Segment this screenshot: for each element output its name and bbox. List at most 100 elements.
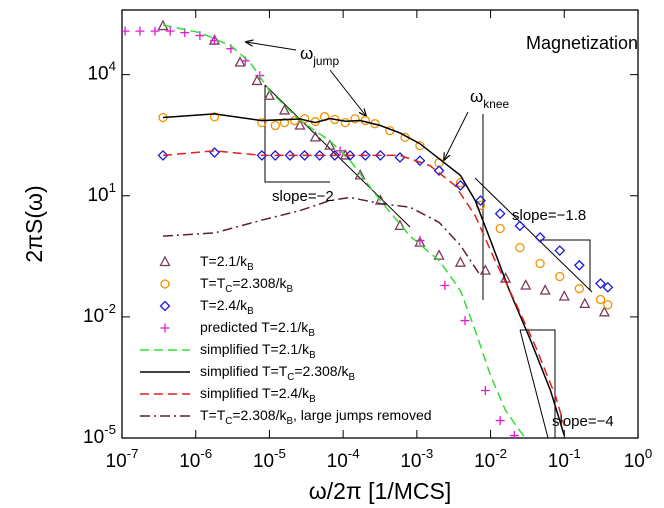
marker	[270, 120, 280, 131]
marker	[603, 300, 613, 310]
marker	[294, 119, 306, 130]
marker	[359, 149, 371, 161]
marker	[314, 149, 326, 161]
marker	[574, 284, 584, 294]
marker	[534, 232, 546, 243]
marker	[209, 112, 220, 122]
marker	[440, 280, 450, 290]
legend-label: T=2.4/kB	[200, 297, 254, 317]
marker	[480, 386, 490, 396]
marker	[256, 149, 268, 161]
marker	[269, 149, 281, 161]
marker	[350, 114, 360, 124]
marker	[460, 316, 470, 326]
marker	[495, 416, 505, 426]
x-tick-label: 10-1	[548, 446, 581, 472]
marker	[354, 169, 366, 180]
line	[162, 196, 482, 277]
slope-line	[474, 177, 593, 293]
marker	[595, 278, 606, 289]
marker	[433, 165, 445, 177]
slope-triangle	[520, 329, 556, 438]
marker	[455, 180, 466, 191]
x-tick-label: 100	[624, 446, 653, 472]
marker	[414, 155, 426, 167]
marker	[509, 431, 519, 438]
legend-label: simplified T=2.1/kB	[200, 341, 316, 361]
x-tick-label: 10-4	[327, 446, 360, 472]
annotation: slope=−4	[552, 413, 614, 430]
x-tick-label: 10-5	[253, 446, 286, 472]
marker	[234, 56, 246, 67]
marker	[555, 271, 565, 282]
marker	[495, 223, 505, 234]
marker	[394, 152, 406, 163]
arrow	[444, 111, 469, 160]
marker	[284, 149, 296, 161]
marker	[160, 279, 170, 289]
marker	[279, 117, 290, 128]
series-group	[122, 19, 614, 438]
marker	[514, 220, 526, 232]
marker	[598, 305, 610, 317]
x-tick-label: 10-2	[474, 446, 507, 472]
arrow	[246, 42, 297, 51]
marker	[535, 258, 545, 269]
arrow	[329, 69, 366, 116]
marker	[433, 249, 445, 260]
annotation: slope=−1.8	[512, 207, 586, 224]
annotation: ωknee	[470, 87, 509, 111]
marker	[539, 284, 551, 295]
legend-label: simplified T=2.4/kB	[200, 385, 316, 405]
marker	[309, 130, 321, 142]
marker	[157, 149, 169, 161]
x-tick-label: 10-6	[179, 446, 212, 472]
marker	[494, 208, 506, 220]
marker	[290, 115, 300, 126]
marker	[159, 255, 171, 267]
x-axis-label: ω/2π [1/MCS]	[309, 478, 451, 504]
marker	[454, 256, 467, 267]
legend-label: simplified T=TC=2.308/kB	[200, 363, 355, 383]
marker	[159, 300, 171, 312]
x-tick-label: 10-3	[400, 446, 433, 472]
marker	[554, 245, 566, 256]
slope-triangle	[540, 239, 591, 290]
x-tick-label: 10-7	[106, 446, 139, 472]
marker	[558, 290, 570, 301]
marker	[150, 26, 160, 36]
marker	[299, 149, 311, 161]
y-tick-label: 101	[87, 180, 116, 206]
marker	[209, 147, 220, 158]
marker	[344, 149, 356, 161]
marker	[595, 294, 606, 305]
marker	[394, 219, 406, 230]
marker	[579, 297, 591, 309]
marker	[251, 74, 263, 86]
y-axis-label: 2πS(ω)	[21, 185, 47, 262]
legend-label: T=2.1/kB	[200, 253, 254, 273]
y-tick-label: 10-2	[83, 301, 116, 327]
slope-line	[519, 329, 549, 439]
marker	[329, 149, 341, 161]
annotation: slope=−2	[272, 188, 334, 205]
marker	[263, 89, 276, 100]
legend-label: T=TC=2.308/kB, large jumps removed	[200, 407, 432, 427]
marker	[415, 236, 425, 246]
marker	[475, 195, 486, 207]
annotation: ωjump	[300, 44, 339, 68]
legend-label: predicted T=2.1/kB	[200, 319, 315, 339]
marker	[602, 281, 614, 293]
legend-label: T=TC=2.308/kB	[200, 275, 293, 295]
marker	[135, 26, 145, 36]
marker	[165, 26, 175, 36]
marker	[195, 31, 205, 41]
y-tick-label: 10-5	[83, 422, 116, 448]
marker	[278, 104, 291, 115]
marker	[257, 117, 267, 128]
marker	[415, 140, 425, 151]
marker	[520, 279, 532, 290]
plot-frame	[121, 9, 639, 439]
marker	[573, 259, 585, 271]
marker	[479, 264, 491, 275]
